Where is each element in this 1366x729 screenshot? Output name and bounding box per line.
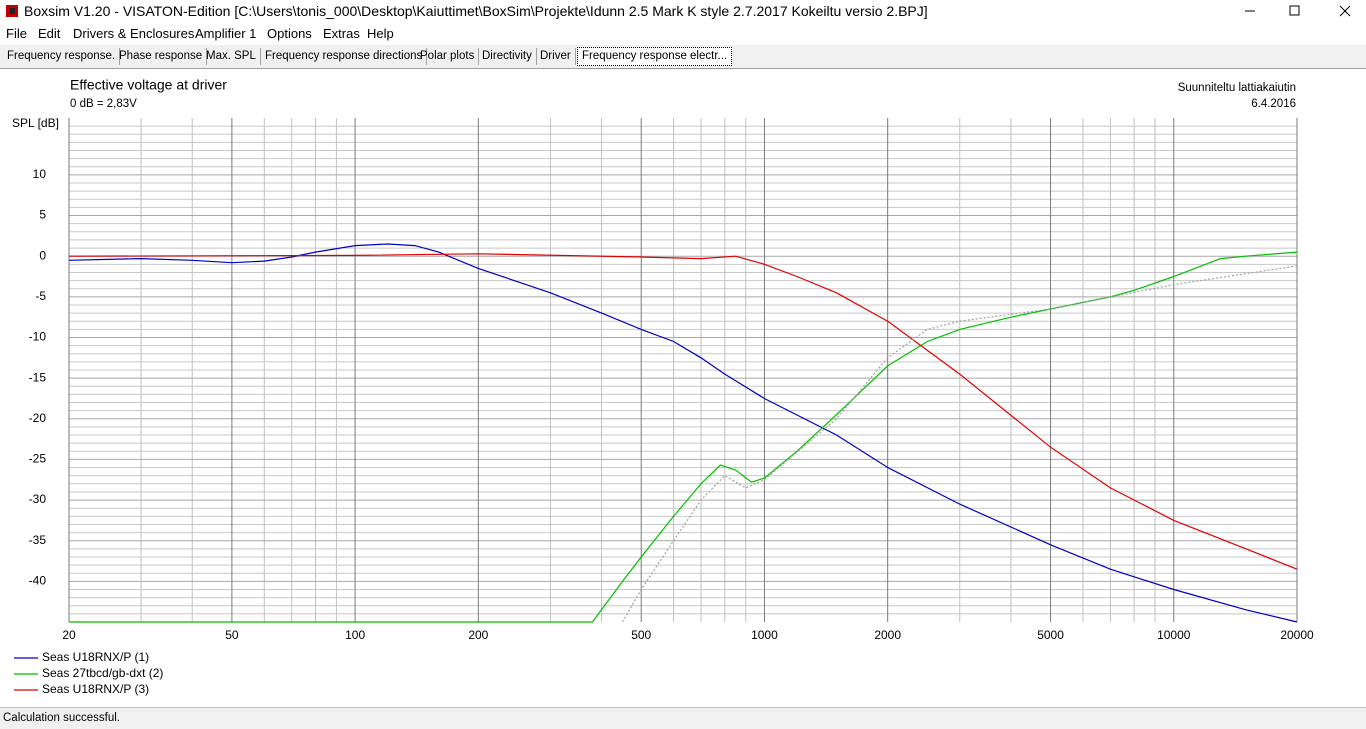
menu-item[interactable]: Help: [367, 26, 394, 41]
y-tick-label: -20: [29, 411, 47, 425]
tab[interactable]: Phase response: [115, 48, 208, 65]
status-bar: Calculation successful.: [0, 707, 1366, 729]
tab[interactable]: Frequency response.: [3, 48, 121, 65]
title-bar: Boxsim V1.20 - VISATON-Edition [C:\Users…: [0, 0, 1366, 22]
annotation: Suunniteltu lattiakaiutin: [1178, 82, 1296, 94]
x-tick-label: 5000: [1037, 628, 1064, 642]
legend-label: Seas U18RNX/P (3): [42, 682, 149, 696]
menu-item[interactable]: Options: [267, 26, 312, 41]
x-tick-label: 100: [345, 628, 365, 642]
menu-item[interactable]: Amplifier 1: [195, 26, 257, 41]
y-tick-label: -10: [29, 330, 47, 344]
menu-item[interactable]: Edit: [38, 26, 61, 41]
tab[interactable]: Driver: [536, 48, 576, 65]
annotation: 6.4.2016: [1251, 98, 1296, 110]
menu-item[interactable]: File: [6, 26, 27, 41]
x-tick-label: 20: [62, 628, 76, 642]
app-icon: [6, 5, 18, 17]
chart-subtitle: 0 dB = 2,83V: [70, 98, 137, 110]
window-title: Boxsim V1.20 - VISATON-Edition [C:\Users…: [24, 3, 928, 19]
x-tick-label: 10000: [1157, 628, 1191, 642]
menu-item[interactable]: Extras: [323, 26, 360, 41]
y-tick-label: -15: [29, 370, 47, 384]
series-line: [621, 265, 1298, 623]
y-tick-label: -5: [35, 289, 46, 303]
x-tick-label: 200: [468, 628, 488, 642]
x-tick-label: 2000: [874, 628, 901, 642]
tab[interactable]: Polar plots: [416, 48, 480, 65]
tab-row: Frequency response. Phase response Max. SP…: [0, 45, 1366, 69]
tab[interactable]: Directivity: [478, 48, 537, 65]
legend-label: Seas U18RNX/P (1): [42, 650, 149, 664]
series-line: [68, 253, 1298, 570]
y-axis-label: SPL [dB]: [12, 116, 59, 130]
window-controls[interactable]: [1230, 0, 1366, 22]
menu-bar: File Edit Drivers & Enclosures Amplifier 1 O…: [0, 22, 1366, 45]
x-tick-label: 20000: [1280, 628, 1314, 642]
tab[interactable]: Max. SPL: [202, 48, 261, 65]
x-tick-label: 50: [225, 628, 239, 642]
series-line: [69, 251, 1298, 623]
status-text: Calculation successful.: [3, 712, 120, 724]
series-line: [68, 243, 1298, 623]
y-tick-label: 5: [39, 208, 46, 222]
y-tick-label: -35: [29, 533, 47, 547]
y-tick-label: -25: [29, 452, 47, 466]
chart-title: Effective voltage at driver: [70, 77, 227, 93]
y-tick-label: -40: [29, 574, 47, 588]
tab[interactable]: Frequency response electr...: [577, 47, 733, 66]
y-tick-label: 0: [39, 248, 46, 262]
x-tick-label: 500: [631, 628, 651, 642]
chart: Effective voltage at driver 0 dB = 2,83V…: [12, 77, 1314, 696]
menu-item[interactable]: Drivers & Enclosures: [73, 26, 195, 41]
tab[interactable]: Frequency response directions: [261, 48, 428, 65]
y-tick-label: 10: [33, 167, 47, 181]
x-tick-label: 1000: [751, 628, 778, 642]
y-tick-label: -30: [29, 492, 47, 506]
legend-label: Seas 27tbcd/gb-dxt (2): [42, 666, 163, 680]
